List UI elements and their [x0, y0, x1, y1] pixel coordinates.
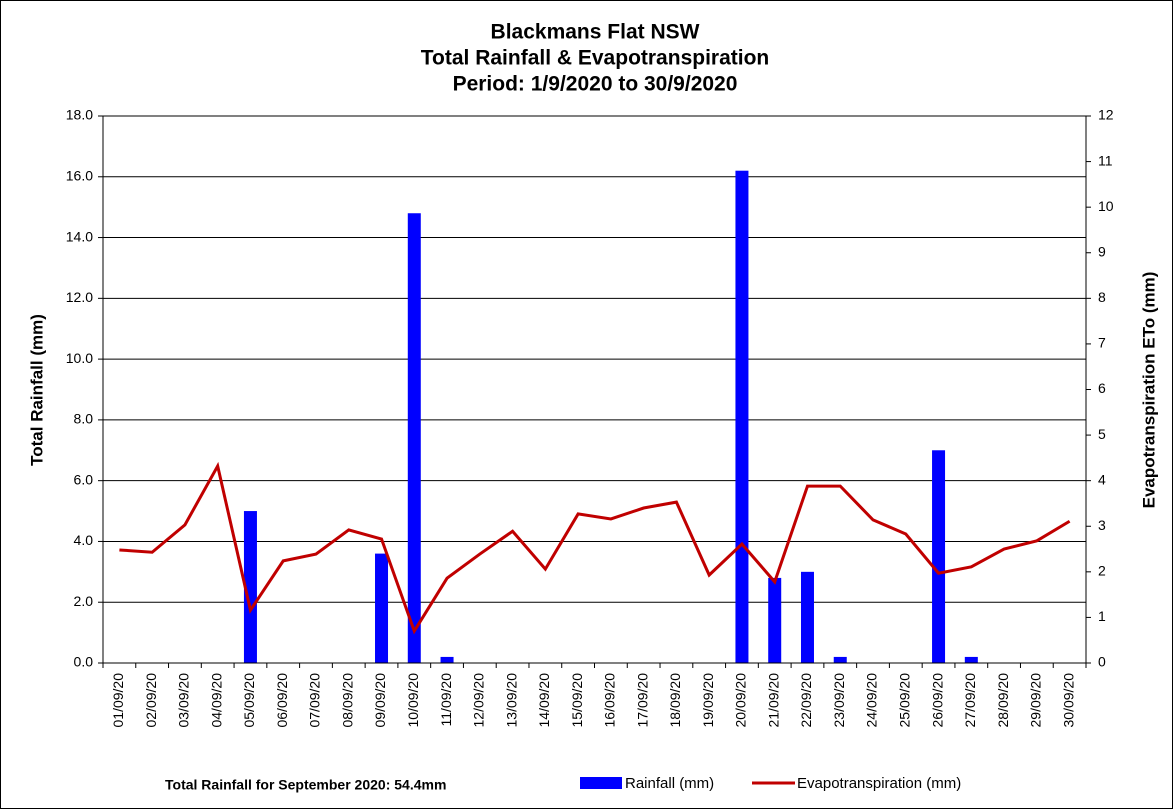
bar — [833, 656, 847, 663]
y2-tick-label: 4 — [1098, 471, 1106, 487]
legend-label: Rainfall (mm) — [625, 775, 714, 792]
x-tick-label: 21/09/20 — [765, 673, 781, 728]
x-tick-label: 09/09/20 — [372, 673, 388, 728]
y2-tick-label: 3 — [1098, 517, 1106, 533]
x-tick-label: 24/09/20 — [864, 673, 880, 728]
y-tick-label: 10.0 — [66, 350, 93, 366]
x-tick-label: 23/09/20 — [831, 673, 847, 728]
x-tick-label: 05/09/20 — [241, 673, 257, 728]
x-tick-label: 06/09/20 — [274, 673, 290, 728]
y2-tick-label: 10 — [1098, 198, 1114, 214]
x-tick-label: 15/09/20 — [569, 673, 585, 728]
y2-tick-label: 9 — [1098, 243, 1106, 259]
y-axis-label: Total Rainfall (mm) — [27, 314, 46, 466]
x-tick-label: 01/09/20 — [110, 673, 126, 728]
y-tick-label: 4.0 — [74, 532, 94, 548]
x-tick-label: 10/09/20 — [405, 673, 421, 728]
y-tick-label: 0.0 — [74, 654, 94, 670]
x-tick-label: 12/09/20 — [471, 673, 487, 728]
x-tick-label: 14/09/20 — [536, 673, 552, 728]
y2-tick-label: 5 — [1098, 426, 1106, 442]
bar — [964, 656, 978, 663]
x-tick-label: 16/09/20 — [602, 673, 618, 728]
x-tick-label: 19/09/20 — [700, 673, 716, 728]
x-tick-label: 22/09/20 — [798, 673, 814, 728]
x-tick-label: 17/09/20 — [634, 673, 650, 728]
x-tick-label: 18/09/20 — [667, 673, 683, 728]
bar — [800, 571, 814, 663]
bar — [735, 170, 749, 663]
x-tick-label: 30/09/20 — [1060, 673, 1076, 728]
bar — [768, 577, 782, 663]
y-tick-label: 18.0 — [66, 107, 93, 123]
line — [119, 461, 1071, 635]
bar — [407, 213, 421, 663]
y2-tick-label: 8 — [1098, 289, 1106, 305]
y2-tick-label: 12 — [1098, 107, 1114, 123]
x-tick-label: 25/09/20 — [896, 673, 912, 728]
bar — [375, 553, 389, 663]
y2-tick-label: 11 — [1098, 152, 1113, 168]
y-tick-label: 16.0 — [66, 167, 93, 183]
bar — [243, 511, 257, 663]
y-tick-label: 6.0 — [74, 471, 94, 487]
x-tick-label: 11/09/20 — [438, 673, 454, 727]
bar — [440, 656, 454, 663]
bar — [932, 450, 946, 663]
y-tick-label: 12.0 — [66, 289, 93, 305]
y2-tick-label: 2 — [1098, 563, 1106, 579]
x-tick-label: 29/09/20 — [1028, 673, 1044, 728]
y-tick-label: 2.0 — [74, 593, 94, 609]
legend-swatch — [580, 777, 622, 789]
y2-tick-label: 0 — [1098, 654, 1106, 670]
y2-tick-label: 6 — [1098, 380, 1106, 396]
x-tick-label: 04/09/20 — [208, 673, 224, 728]
x-tick-label: 13/09/20 — [503, 673, 519, 728]
y2-tick-label: 7 — [1098, 335, 1106, 351]
legend-label: Evapotranspiration (mm) — [797, 775, 961, 792]
x-tick-label: 26/09/20 — [929, 673, 945, 728]
x-tick-label: 28/09/20 — [995, 673, 1011, 728]
x-tick-label: 02/09/20 — [143, 673, 159, 728]
x-tick-label: 03/09/20 — [176, 673, 192, 728]
x-tick-label: 08/09/20 — [339, 673, 355, 728]
x-tick-label: 20/09/20 — [733, 673, 749, 728]
chart-title: Blackmans Flat NSW — [491, 21, 700, 44]
chart-title: Period: 1/9/2020 to 30/9/2020 — [453, 73, 738, 96]
footnote: Total Rainfall for September 2020: 54.4m… — [165, 777, 446, 793]
y2-tick-label: 1 — [1098, 608, 1106, 624]
chart-title: Total Rainfall & Evapotranspiration — [421, 47, 770, 70]
y2-axis-label: Evapotranspiration ETo (mm) — [1139, 272, 1158, 509]
y-tick-label: 8.0 — [74, 411, 94, 427]
x-tick-label: 07/09/20 — [307, 673, 323, 728]
y-tick-label: 14.0 — [66, 228, 93, 244]
x-tick-label: 27/09/20 — [962, 673, 978, 728]
